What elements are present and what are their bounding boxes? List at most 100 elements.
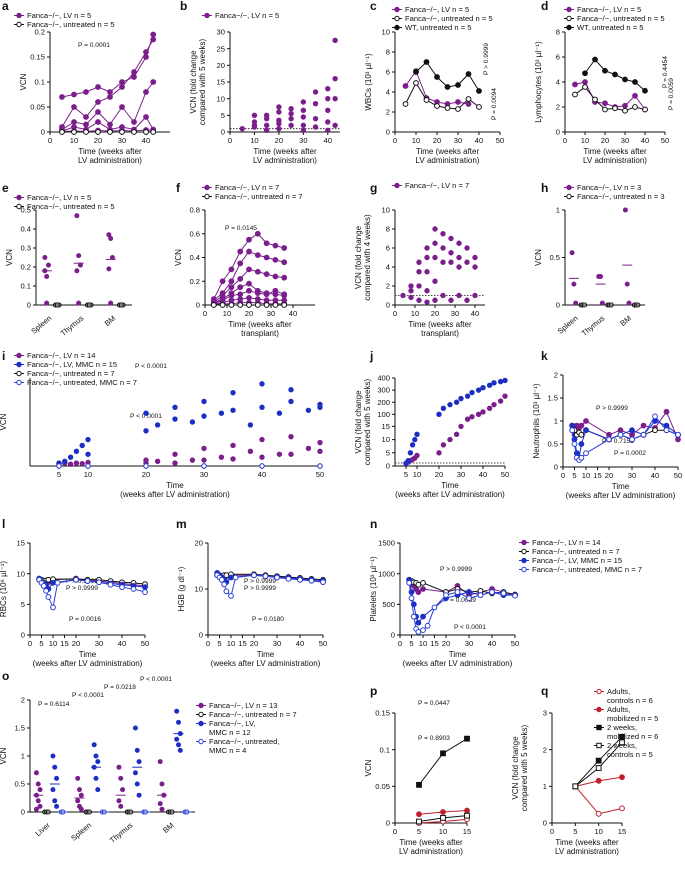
data-point bbox=[35, 798, 41, 804]
data-point bbox=[201, 413, 207, 419]
x-tick-label: 10 bbox=[413, 470, 421, 479]
x-tick-label: 10 bbox=[49, 639, 57, 648]
category-label: BM bbox=[161, 821, 176, 835]
data-point bbox=[78, 792, 84, 798]
legend-marker bbox=[204, 193, 210, 200]
data-point bbox=[154, 422, 161, 428]
data-point bbox=[325, 127, 331, 134]
x-tick-label: 10 bbox=[581, 136, 589, 145]
data-point bbox=[489, 589, 495, 595]
p-value-annotation: P = 0.0059 bbox=[668, 78, 675, 110]
data-point bbox=[413, 69, 419, 75]
y-tick-label: 0 bbox=[21, 631, 25, 640]
data-point bbox=[619, 733, 625, 740]
panel-letter: n bbox=[370, 517, 377, 531]
data-point bbox=[464, 297, 470, 303]
y-tick-label: 0.15 bbox=[30, 53, 45, 62]
data-point bbox=[274, 574, 280, 581]
data-point bbox=[502, 377, 508, 384]
legend-marker bbox=[596, 742, 602, 749]
data-point bbox=[413, 80, 419, 86]
data-point bbox=[440, 442, 447, 448]
y-tick-label: 6 bbox=[386, 244, 390, 253]
data-point bbox=[251, 112, 258, 119]
data-point bbox=[408, 589, 415, 595]
y-tick-label: 1 bbox=[556, 206, 560, 215]
category-label: Thymus bbox=[59, 314, 86, 338]
data-point bbox=[464, 245, 470, 251]
data-point bbox=[642, 87, 648, 94]
category-label: Liver bbox=[34, 820, 53, 838]
legend-marker bbox=[204, 12, 210, 19]
y-tick-label: 0 bbox=[543, 819, 547, 828]
data-point bbox=[272, 273, 279, 280]
x-tick-label: 50 bbox=[316, 470, 324, 479]
data-point bbox=[640, 422, 647, 429]
data-point bbox=[95, 787, 101, 793]
data-point bbox=[119, 104, 125, 110]
data-point bbox=[432, 254, 438, 261]
y-tick-label: 0.2 bbox=[189, 277, 200, 286]
data-point bbox=[73, 448, 80, 455]
data-point bbox=[91, 742, 97, 748]
p-value-annotation: P = 0.0094 bbox=[491, 88, 498, 120]
panel-d: d Lymphocytes (10³ µl⁻¹) Time (weeks after… bbox=[534, 0, 675, 165]
x-tick-label: 50 bbox=[661, 136, 669, 145]
y-tick-label: 0 bbox=[386, 462, 390, 471]
legend-entry: Fanca−/−, untreated n = 5 bbox=[577, 14, 665, 23]
data-point bbox=[622, 107, 628, 114]
x-axis-label: transplant) bbox=[241, 329, 279, 338]
data-point bbox=[434, 74, 440, 80]
data-point bbox=[475, 387, 482, 393]
x-tick-label: 10 bbox=[70, 136, 78, 145]
x-tick-label: 5 bbox=[57, 470, 61, 479]
x-tick-label: 30 bbox=[273, 639, 281, 648]
data-point bbox=[44, 300, 50, 306]
data-point bbox=[263, 240, 270, 247]
x-tick-label: 10 bbox=[419, 639, 427, 648]
x-tick-label: 50 bbox=[141, 639, 149, 648]
data-point bbox=[106, 266, 112, 272]
y-tick-label: 0 bbox=[21, 808, 25, 817]
data-point bbox=[79, 460, 85, 467]
x-tick-label: 10 bbox=[582, 471, 590, 480]
p-value-annotation: P > 0.9999 bbox=[244, 585, 276, 592]
data-point bbox=[573, 300, 579, 306]
data-point bbox=[472, 254, 478, 261]
y-tick-label: 0.5 bbox=[547, 440, 558, 449]
data-point bbox=[95, 84, 101, 90]
data-point bbox=[218, 576, 225, 583]
data-point bbox=[136, 792, 142, 798]
x-axis-label: (weeks after LV administration) bbox=[566, 491, 676, 500]
data-point bbox=[263, 271, 270, 278]
data-point bbox=[54, 579, 61, 586]
data-point bbox=[626, 300, 632, 306]
y-tick-label: 0 bbox=[391, 631, 395, 640]
y-tick-label: 1.5 bbox=[547, 394, 558, 403]
legend-entry: Fanca−/−, LV n = 13 bbox=[209, 701, 277, 710]
x-tick-label: 0 bbox=[563, 136, 567, 145]
category-label: Thymus bbox=[108, 821, 135, 845]
data-point bbox=[415, 629, 422, 635]
legend-entry: Fanca−/−, LV n = 7 bbox=[405, 181, 469, 190]
data-point bbox=[259, 436, 265, 443]
data-point bbox=[67, 461, 74, 467]
data-point bbox=[246, 236, 252, 243]
data-point bbox=[606, 436, 612, 443]
data-point bbox=[414, 452, 420, 459]
data-point bbox=[95, 759, 101, 765]
x-axis-label: (weeks after LV administration) bbox=[120, 490, 230, 499]
data-point bbox=[59, 94, 65, 100]
panel-letter: q bbox=[541, 684, 548, 698]
legend-marker bbox=[16, 21, 22, 28]
p-value-annotation: P = 0.0145 bbox=[225, 225, 257, 232]
panel-letter: h bbox=[541, 181, 548, 195]
x-axis-label: LV administration) bbox=[583, 156, 647, 165]
y-axis-label: HGB (g dl⁻¹) bbox=[177, 566, 186, 611]
p-value-annotation: P < 0.0001 bbox=[130, 413, 162, 420]
data-point bbox=[259, 463, 265, 469]
data-point bbox=[663, 408, 670, 415]
data-point bbox=[464, 807, 470, 814]
